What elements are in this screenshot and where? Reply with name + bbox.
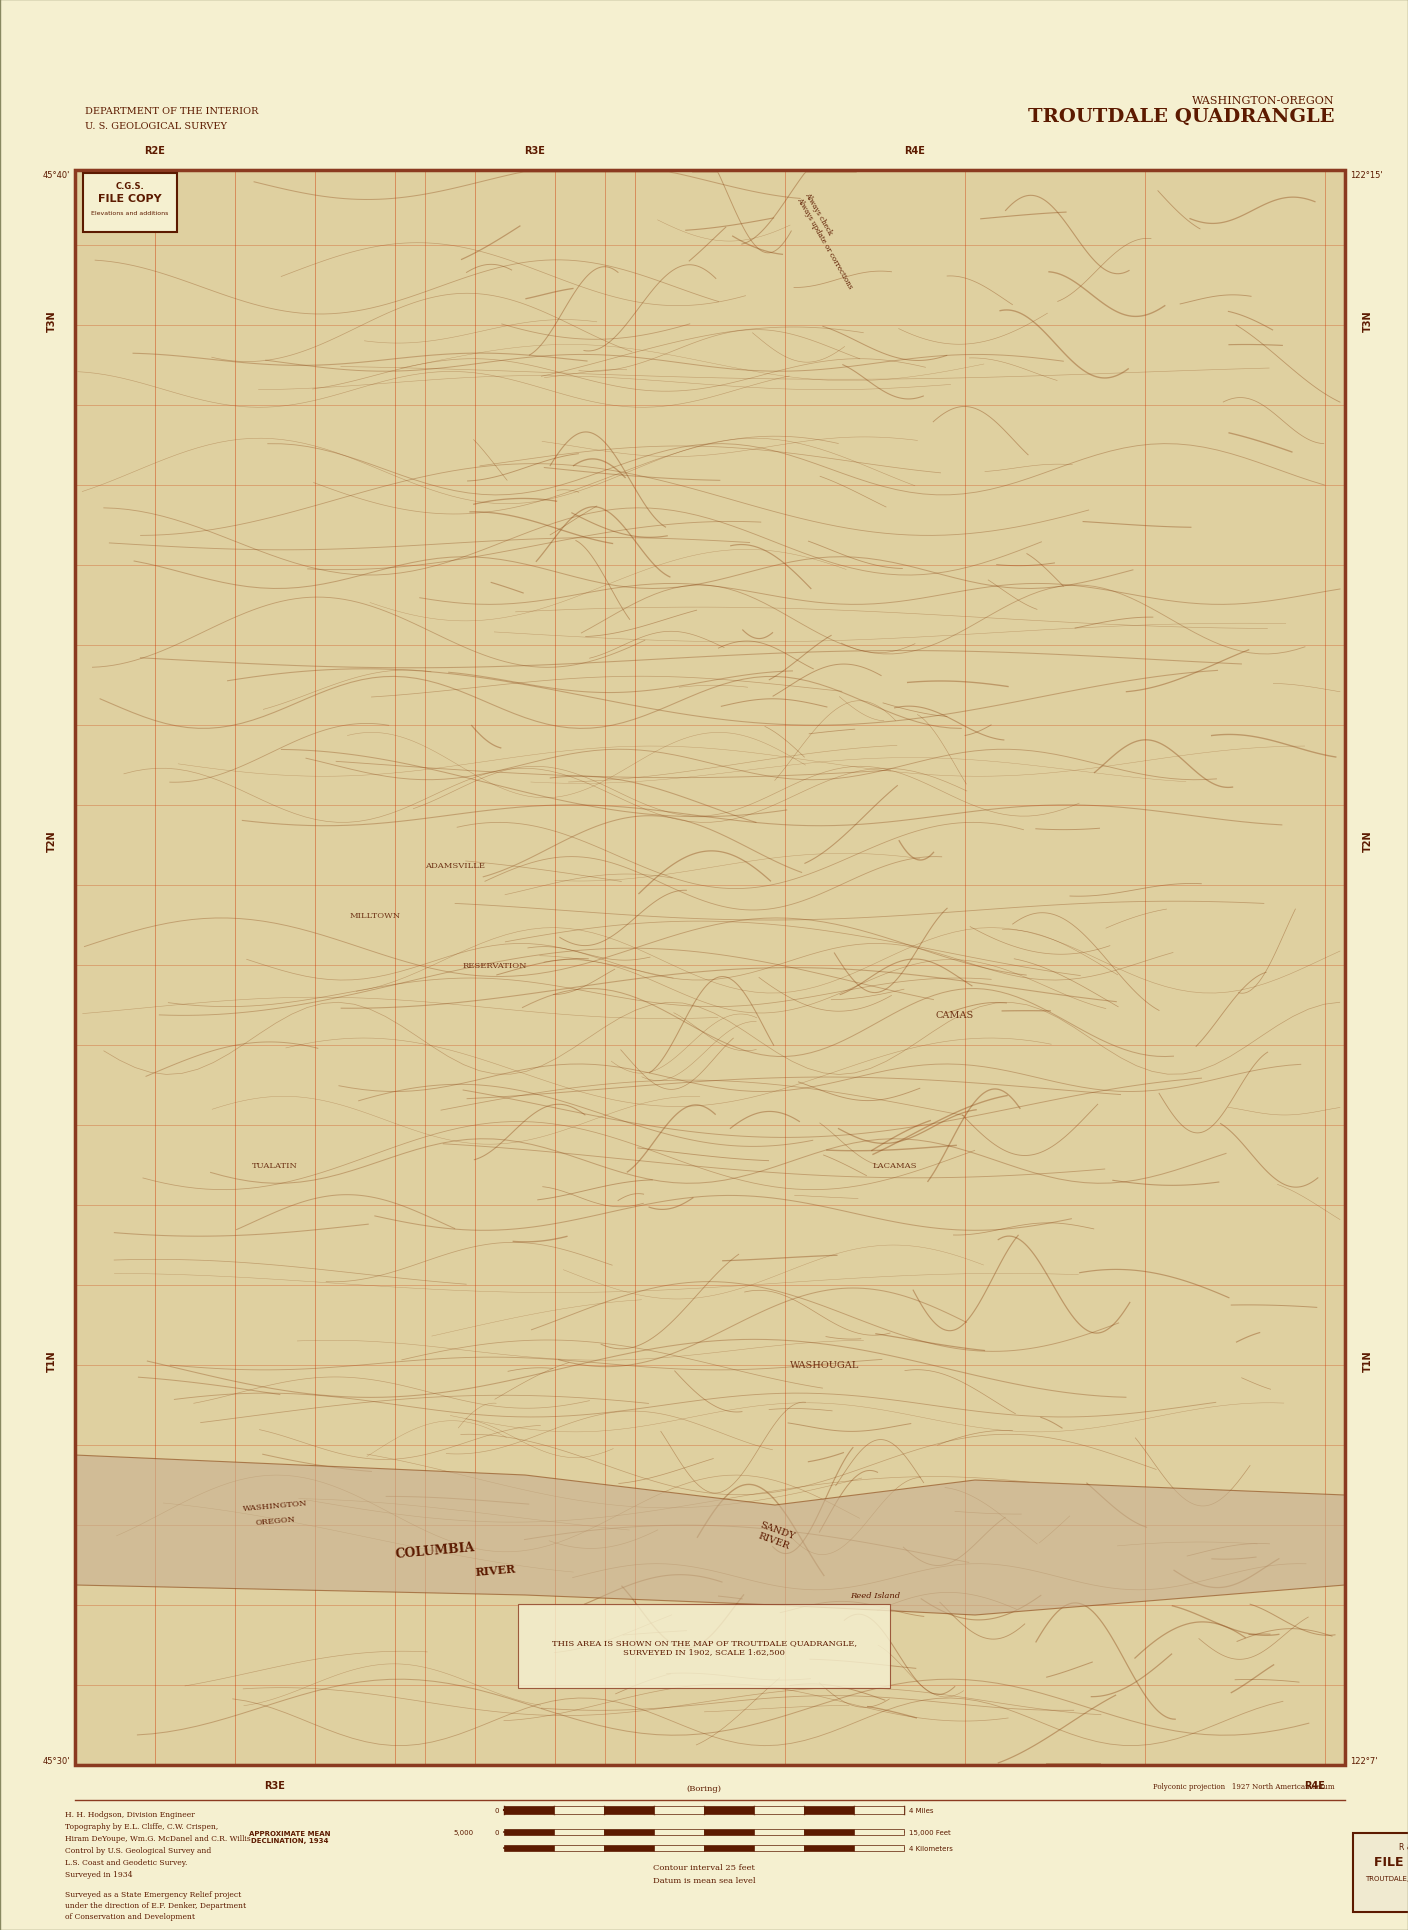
Text: Hiram DeYoupe, Wm.G. McDanel and C.R. Willis: Hiram DeYoupe, Wm.G. McDanel and C.R. Wi… <box>65 1834 251 1841</box>
Text: APPROXIMATE MEAN
DECLINATION, 1934: APPROXIMATE MEAN DECLINATION, 1934 <box>249 1830 331 1843</box>
Text: WASHOUGAL: WASHOUGAL <box>790 1361 860 1370</box>
Text: Control by U.S. Geological Survey and: Control by U.S. Geological Survey and <box>65 1845 211 1855</box>
Bar <box>704 1830 755 1835</box>
Text: under the direction of E.F. Denker, Department: under the direction of E.F. Denker, Depa… <box>65 1901 246 1909</box>
Bar <box>855 1806 904 1814</box>
Text: T1N: T1N <box>1363 1349 1373 1370</box>
Bar <box>804 1845 855 1851</box>
Text: H. H. Hodgson, Division Engineer: H. H. Hodgson, Division Engineer <box>65 1810 194 1818</box>
Text: Polyconic projection   1927 North American datum: Polyconic projection 1927 North American… <box>1153 1781 1335 1789</box>
Text: L.S. Coast and Geodetic Survey.: L.S. Coast and Geodetic Survey. <box>65 1859 187 1866</box>
Bar <box>553 1806 604 1814</box>
Text: Topography by E.L. Cliffe, C.W. Crispen,: Topography by E.L. Cliffe, C.W. Crispen, <box>65 1822 218 1830</box>
Bar <box>755 1845 804 1851</box>
Text: 15,000 Feet: 15,000 Feet <box>910 1830 950 1835</box>
Text: 122°15': 122°15' <box>1350 172 1383 179</box>
Text: SANDY
RIVER: SANDY RIVER <box>755 1519 796 1550</box>
Bar <box>804 1806 855 1814</box>
Bar <box>704 1806 755 1814</box>
Text: WASHINGTON-OREGON: WASHINGTON-OREGON <box>1193 96 1335 106</box>
Text: T2N: T2N <box>1363 830 1373 851</box>
Bar <box>604 1830 653 1835</box>
Bar <box>704 1845 755 1851</box>
Text: Surveyed as a State Emergency Relief project: Surveyed as a State Emergency Relief pro… <box>65 1889 241 1897</box>
Text: R2E: R2E <box>145 147 165 156</box>
Text: T1N: T1N <box>46 1349 56 1370</box>
Text: 0: 0 <box>494 1830 498 1835</box>
Text: R4E: R4E <box>904 147 925 156</box>
Text: T3N: T3N <box>1363 311 1373 332</box>
FancyBboxPatch shape <box>83 174 177 234</box>
Bar <box>604 1845 653 1851</box>
Text: Always check
Always update or corrections: Always check Always update or correction… <box>796 191 862 290</box>
Text: LACAMAS: LACAMAS <box>873 1162 917 1170</box>
Text: 4 Miles: 4 Miles <box>910 1806 934 1812</box>
Bar <box>504 1830 553 1835</box>
Text: 0: 0 <box>494 1806 498 1812</box>
Text: Contour interval 25 feet: Contour interval 25 feet <box>653 1862 755 1870</box>
Text: WASHINGTON: WASHINGTON <box>242 1498 308 1511</box>
Bar <box>75 172 1345 1766</box>
Text: (Boring): (Boring) <box>687 1783 721 1793</box>
Bar <box>855 1830 904 1835</box>
Text: 122°7': 122°7' <box>1350 1756 1377 1766</box>
Text: R4E: R4E <box>1305 1779 1325 1789</box>
Text: Reed Island: Reed Island <box>850 1590 900 1600</box>
Text: Datum is mean sea level: Datum is mean sea level <box>653 1876 755 1884</box>
Bar <box>504 1806 553 1814</box>
Text: R3E: R3E <box>265 1779 286 1789</box>
Text: CAMAS: CAMAS <box>936 1011 974 1019</box>
Bar <box>653 1806 704 1814</box>
Text: THIS AREA IS SHOWN ON THE MAP OF TROUTDALE QUADRANGLE,
SURVEYED IN 1902, SCALE 1: THIS AREA IS SHOWN ON THE MAP OF TROUTDA… <box>552 1639 856 1656</box>
Text: Surveyed in 1934: Surveyed in 1934 <box>65 1870 132 1878</box>
Text: OREGON: OREGON <box>255 1515 296 1527</box>
Bar <box>755 1830 804 1835</box>
Text: U. S. GEOLOGICAL SURVEY: U. S. GEOLOGICAL SURVEY <box>84 122 227 131</box>
Bar <box>553 1845 604 1851</box>
Text: 5,000: 5,000 <box>453 1830 474 1835</box>
Bar <box>653 1845 704 1851</box>
Text: C.G.S.: C.G.S. <box>115 181 145 191</box>
Bar <box>653 1830 704 1835</box>
Bar <box>553 1830 604 1835</box>
FancyBboxPatch shape <box>1353 1834 1408 1913</box>
Text: FILE COPY: FILE COPY <box>1374 1855 1408 1868</box>
Text: DEPARTMENT OF THE INTERIOR: DEPARTMENT OF THE INTERIOR <box>84 106 259 116</box>
Text: T3N: T3N <box>46 311 56 332</box>
Text: 45°40': 45°40' <box>42 172 70 179</box>
Text: RESERVATION: RESERVATION <box>463 961 527 969</box>
Text: ADAMSVILLE: ADAMSVILLE <box>425 861 484 870</box>
Text: TROUTDALE, WASH-OREG: TROUTDALE, WASH-OREG <box>1366 1876 1408 1882</box>
Text: T2N: T2N <box>46 830 56 851</box>
Text: Elevations and additions: Elevations and additions <box>92 210 169 216</box>
Text: 4 Kilometers: 4 Kilometers <box>910 1845 953 1851</box>
Text: RIVER: RIVER <box>474 1563 515 1577</box>
Bar <box>804 1830 855 1835</box>
Text: of Conservation and Development: of Conservation and Development <box>65 1913 194 1920</box>
Bar <box>75 172 1345 1766</box>
Text: R & A: R & A <box>1400 1843 1408 1851</box>
Bar <box>755 1806 804 1814</box>
Text: MILLTOWN: MILLTOWN <box>349 911 400 919</box>
Bar <box>855 1845 904 1851</box>
Text: COLUMBIA: COLUMBIA <box>394 1540 476 1559</box>
Text: FILE COPY: FILE COPY <box>99 193 162 205</box>
Text: TUALATIN: TUALATIN <box>252 1162 298 1170</box>
Bar <box>604 1806 653 1814</box>
Text: 45°30': 45°30' <box>42 1756 70 1766</box>
Text: TROUTDALE QUADRANGLE: TROUTDALE QUADRANGLE <box>1028 108 1335 125</box>
Bar <box>504 1845 553 1851</box>
Text: R3E: R3E <box>525 147 545 156</box>
Polygon shape <box>75 1455 1345 1615</box>
